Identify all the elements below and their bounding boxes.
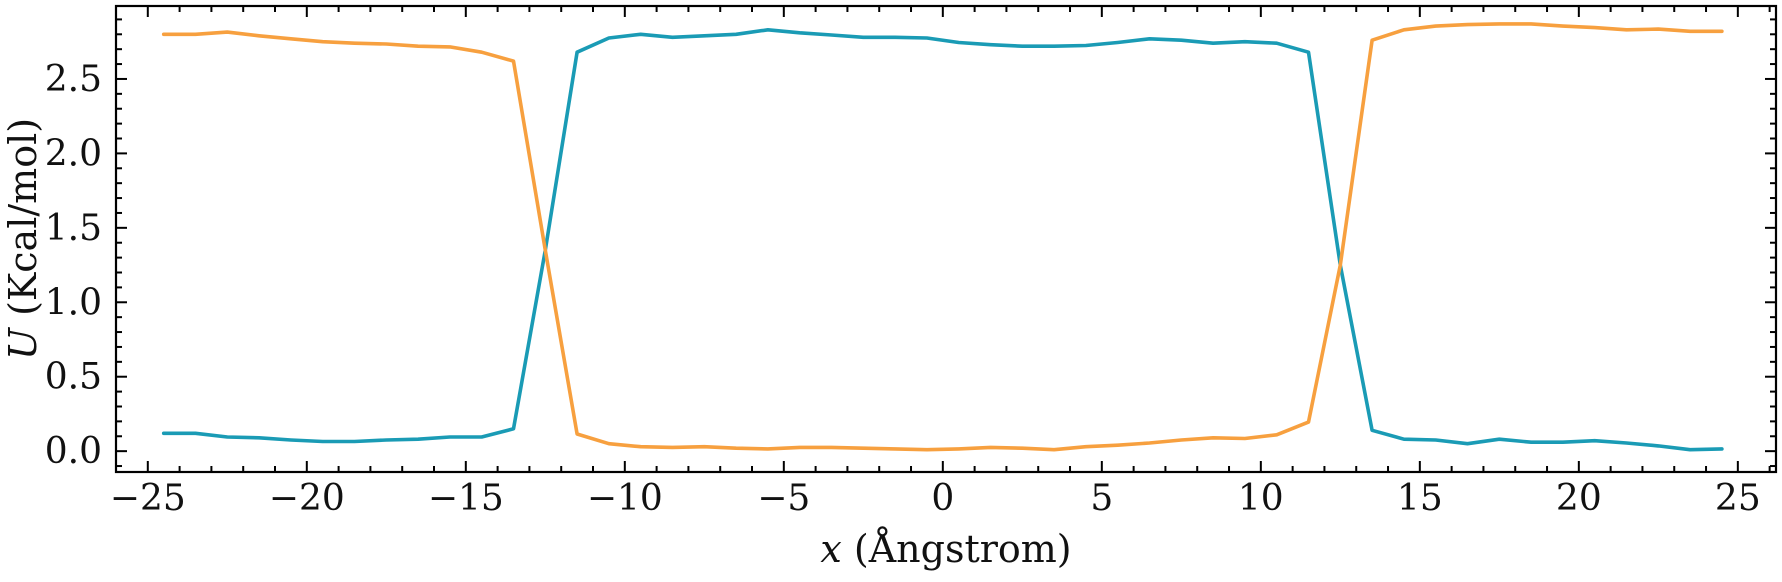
major-ticks [116, 6, 1776, 472]
y-axis-var: U [1, 326, 45, 360]
x-tick-label: −25 [110, 478, 186, 519]
x-tick-label: 20 [1556, 478, 1602, 519]
x-tick-label: 15 [1397, 478, 1443, 519]
x-tick-label: 0 [931, 478, 954, 519]
x-tick-label: −20 [269, 478, 345, 519]
y-axis-unit: (Kcal/mol) [1, 118, 45, 328]
x-axis-unit: (Ångstrom) [842, 527, 1072, 571]
x-axis-var: x [820, 527, 841, 571]
x-tick-label: −10 [587, 478, 663, 519]
y-tick-label: 0.0 [45, 431, 102, 472]
plot-frame [114, 4, 1778, 474]
x-axis-title: x (Ångstrom) [820, 527, 1071, 571]
x-tick-label: 10 [1238, 478, 1284, 519]
minor-ticks [115, 6, 1776, 472]
x-tick-label: 25 [1715, 478, 1761, 519]
y-tick-label: 0.5 [45, 357, 102, 398]
y-tick-label: 2.5 [45, 59, 102, 100]
y-tick-label: 2.0 [45, 133, 102, 174]
series-layer [161, 22, 1724, 452]
x-tick-label: −5 [757, 478, 810, 519]
series-line-1 [161, 28, 1724, 452]
x-tick-label: −15 [428, 478, 504, 519]
y-tick-label: 1.0 [45, 282, 102, 323]
series-line-2 [161, 22, 1724, 452]
tick-labels: −25 −20 −15 −10 −5 0 5 10 15 20 25 0.0 0.5 1.0 1.5 2.0 2… [45, 59, 1761, 519]
y-axis-title: U (Kcal/mol) [1, 118, 45, 360]
y-tick-label: 1.5 [45, 208, 102, 249]
x-tick-label: 5 [1090, 478, 1113, 519]
